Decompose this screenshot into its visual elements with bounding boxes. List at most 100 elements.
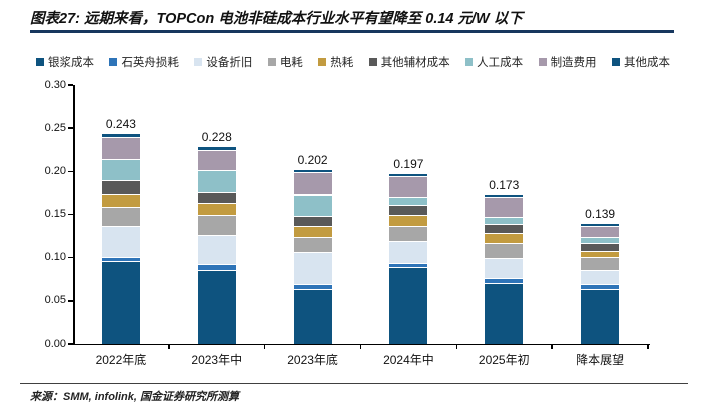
bar-total-label: 0.202 [297, 152, 328, 167]
legend-item: 人工成本 [465, 54, 523, 70]
x-axis-tick [263, 344, 266, 349]
footer-rule [20, 383, 688, 384]
legend-item: 热耗 [318, 54, 353, 70]
bar-total-label: 0.243 [105, 117, 136, 132]
y-axis-line [73, 85, 75, 344]
legend-item: 设备折旧 [194, 54, 252, 70]
bar-segment [485, 258, 524, 280]
bar-total-label: 0.139 [585, 206, 616, 221]
bar-segment [293, 169, 332, 174]
x-axis-label: 2025年初 [478, 353, 530, 367]
bar-segment [581, 270, 620, 286]
bar-segment [101, 261, 140, 344]
legend-label: 热耗 [330, 57, 354, 69]
legend-item: 银浆成本 [36, 54, 94, 70]
y-axis-label: 0.10 [44, 251, 66, 264]
bar-segment [101, 137, 140, 161]
chart-legend: 银浆成本 石英舟损耗 设备折旧 电耗 热耗 其他辅材成本 人工成本 制造费用 其他成本 [36, 54, 670, 70]
legend-label: 银浆成本 [48, 57, 94, 69]
legend-swatch-icon [318, 58, 327, 66]
bar-segment [293, 289, 332, 344]
x-axis-tick [168, 344, 170, 349]
legend-item: 电耗 [267, 54, 303, 70]
legend-label: 电耗 [279, 57, 303, 69]
legend-item: 其他成本 [612, 54, 670, 70]
y-axis-label: 0.20 [44, 164, 66, 177]
x-axis-label: 2022年底 [95, 353, 147, 367]
bar-segment [197, 236, 236, 266]
legend-label: 设备折旧 [206, 57, 253, 69]
bar-segment [485, 194, 524, 199]
x-axis-label: 2023年中 [191, 353, 243, 367]
bar-total-label: 0.228 [201, 130, 232, 145]
bar-segment [581, 252, 620, 258]
bar-segment [581, 290, 620, 344]
bar-segment [293, 285, 332, 290]
legend-label: 其他成本 [624, 57, 670, 69]
x-axis-label: 2023年底 [287, 353, 338, 367]
bar-segment [101, 160, 140, 181]
y-axis-tick [68, 256, 73, 259]
bar-segment [581, 237, 620, 244]
x-axis-tick [359, 344, 362, 349]
bar-segment [293, 227, 332, 238]
bar-segment [293, 253, 332, 286]
y-axis-label: 0.25 [44, 121, 66, 134]
legend-label: 制造费用 [550, 57, 597, 69]
bar-segment [581, 257, 620, 271]
bar-segment [485, 198, 524, 218]
bar-segment [101, 226, 140, 258]
bar-segment [101, 208, 140, 227]
legend-item: 石英舟损耗 [109, 54, 179, 70]
bar-segment [101, 134, 140, 138]
legend-swatch-icon [194, 58, 203, 66]
bar-segment [389, 242, 428, 264]
x-axis-tick [455, 344, 458, 349]
legend-item: 其他辅材成本 [368, 54, 450, 70]
y-axis-label: 0.30 [44, 78, 66, 91]
bar-segment [581, 243, 620, 253]
legend-swatch-icon [465, 58, 474, 66]
x-axis-tick [647, 344, 649, 349]
bar-segment [485, 234, 524, 244]
title-rule [30, 30, 674, 33]
y-axis-tick [68, 300, 73, 302]
bar-segment [389, 227, 428, 243]
legend-swatch-icon [109, 58, 118, 66]
y-axis-label: 0.00 [44, 337, 66, 350]
bar-segment [293, 217, 332, 228]
x-axis-tick [551, 344, 553, 349]
legend-item: 制造费用 [538, 54, 597, 70]
bar-segment [101, 194, 140, 209]
bar-segment [389, 173, 428, 178]
x-axis-line [73, 343, 650, 345]
bar-segment [293, 195, 332, 218]
bar-segment [197, 204, 236, 217]
bar-segment [101, 257, 140, 262]
x-axis-label: 2024年中 [383, 353, 434, 367]
bar-segment [389, 263, 428, 269]
bar-segment [293, 237, 332, 254]
legend-label: 石英舟损耗 [121, 57, 179, 69]
bar-segment [389, 268, 428, 344]
bar-segment [197, 192, 236, 205]
y-axis-label: 0.15 [44, 208, 66, 220]
bar-segment [197, 150, 236, 172]
source-note: 来源：SMM, infolink, 国金证券研究所测算 [30, 391, 239, 403]
legend-label: 其他辅材成本 [380, 57, 450, 69]
y-axis-tick [68, 127, 73, 129]
bar-segment [197, 147, 236, 151]
bar-segment [197, 270, 236, 344]
y-axis-tick [68, 170, 73, 173]
legend-swatch-icon [36, 58, 44, 66]
figure-title: 图表27: 远期来看，TOPCon 电池非硅成本行业水平有望降至 0.14 元/… [30, 11, 523, 27]
bar-segment [581, 223, 620, 228]
bar-total-label: 0.197 [393, 156, 424, 171]
bar-segment [389, 205, 428, 217]
legend-swatch-icon [267, 58, 276, 66]
bar-segment [389, 177, 428, 199]
bar-segment [485, 217, 524, 225]
bar-segment [485, 279, 524, 284]
bar-segment [389, 198, 428, 206]
